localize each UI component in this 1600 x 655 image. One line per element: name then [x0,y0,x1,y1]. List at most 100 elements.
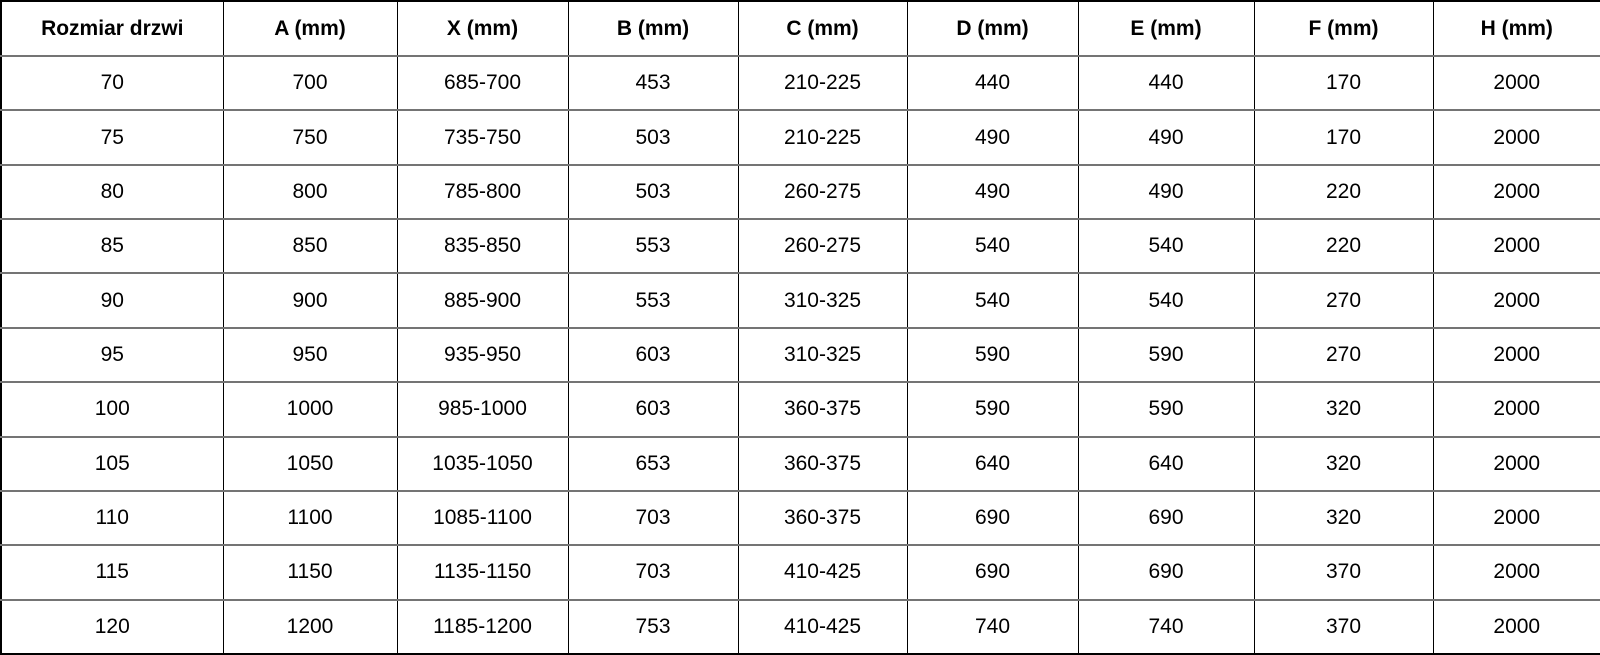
table-cell: 900 [222,272,398,328]
table-cell: 490 [906,109,1079,165]
table-cell: 640 [906,435,1079,491]
table-cell: 703 [567,489,739,546]
table-cell: 1200 [222,598,398,654]
table-cell: 440 [1077,54,1255,111]
table-cell: 1050 [222,435,398,491]
table-row: 70 700 685-700 453 210-225 440 440 170 2000 [0,54,1600,111]
table-cell: 490 [906,163,1079,220]
table-cell: 1185-1200 [396,598,569,654]
table-cell: 700 [222,54,398,111]
table-cell: 1085-1100 [396,489,569,546]
table-cell: 540 [906,272,1079,328]
table-cell: 310-325 [737,272,908,328]
table-cell: 885-900 [396,272,569,328]
table-row: 120 1200 1185-1200 753 410-425 740 740 370 2000 [0,598,1600,654]
table-cell: 835-850 [396,218,569,274]
table-cell: 750 [222,109,398,165]
table-cell: 440 [906,54,1079,111]
table-cell: 170 [1253,109,1434,165]
table-cell: 170 [1253,54,1434,111]
column-header-b: B (mm) [567,1,739,57]
table-row: 75 750 735-750 503 210-225 490 490 170 2000 [0,109,1600,165]
table-cell: 590 [1077,381,1255,437]
table-cell: 553 [567,218,739,274]
table-row: 110 1100 1085-1100 703 360-375 690 690 320 2000 [0,489,1600,546]
table-cell: 603 [567,326,739,383]
table-cell: 80 [0,163,224,220]
table-cell: 690 [1077,489,1255,546]
table-cell: 2000 [1432,272,1600,328]
table-cell: 110 [0,489,224,546]
table-cell: 2000 [1432,218,1600,274]
table-row: 100 1000 985-1000 603 360-375 590 590 320 2000 [0,381,1600,437]
table-cell: 360-375 [737,489,908,546]
table-cell: 490 [1077,163,1255,220]
table-cell: 220 [1253,218,1434,274]
table-cell: 2000 [1432,489,1600,546]
table-cell: 2000 [1432,598,1600,654]
table-cell: 2000 [1432,109,1600,165]
table-cell: 100 [0,381,224,437]
table-cell: 850 [222,218,398,274]
table-cell: 370 [1253,598,1434,654]
table-cell: 503 [567,163,739,220]
column-header-rozmiar-drzwi: Rozmiar drzwi [0,1,224,57]
table-cell: 2000 [1432,54,1600,111]
table-cell: 603 [567,381,739,437]
table-cell: 640 [1077,435,1255,491]
table-cell: 735-750 [396,109,569,165]
table-cell: 210-225 [737,54,908,111]
table-cell: 70 [0,54,224,111]
table-cell: 410-425 [737,544,908,600]
table-cell: 740 [1077,598,1255,654]
table-cell: 950 [222,326,398,383]
column-header-x: X (mm) [396,1,569,57]
table-cell: 1100 [222,489,398,546]
table-cell: 2000 [1432,435,1600,491]
table-cell: 985-1000 [396,381,569,437]
table-cell: 2000 [1432,163,1600,220]
table-cell: 553 [567,272,739,328]
table-cell: 2000 [1432,326,1600,383]
table-cell: 490 [1077,109,1255,165]
table-cell: 270 [1253,272,1434,328]
table-cell: 653 [567,435,739,491]
table-cell: 690 [1077,544,1255,600]
column-header-a: A (mm) [222,1,398,57]
table-cell: 95 [0,326,224,383]
table-cell: 270 [1253,326,1434,383]
table-cell: 1150 [222,544,398,600]
column-header-c: C (mm) [737,1,908,57]
table-cell: 90 [0,272,224,328]
table-row: 105 1050 1035-1050 653 360-375 640 640 320 2000 [0,435,1600,491]
table-cell: 785-800 [396,163,569,220]
table-cell: 320 [1253,435,1434,491]
table-cell: 310-325 [737,326,908,383]
table-cell: 453 [567,54,739,111]
table-cell: 370 [1253,544,1434,600]
table-cell: 410-425 [737,598,908,654]
table-cell: 703 [567,544,739,600]
table-cell: 740 [906,598,1079,654]
table-row: 90 900 885-900 553 310-325 540 540 270 2000 [0,272,1600,328]
table-cell: 1000 [222,381,398,437]
column-header-d: D (mm) [906,1,1079,57]
table-cell: 75 [0,109,224,165]
table-row: 85 850 835-850 553 260-275 540 540 220 2000 [0,218,1600,274]
column-header-f: F (mm) [1253,1,1434,57]
table-cell: 685-700 [396,54,569,111]
table-cell: 2000 [1432,381,1600,437]
table-cell: 1135-1150 [396,544,569,600]
column-header-e: E (mm) [1077,1,1255,57]
table-cell: 260-275 [737,218,908,274]
table-cell: 540 [906,218,1079,274]
table-row: 80 800 785-800 503 260-275 490 490 220 2000 [0,163,1600,220]
table-cell: 85 [0,218,224,274]
table-row: 115 1150 1135-1150 703 410-425 690 690 370 2000 [0,544,1600,600]
table-cell: 220 [1253,163,1434,220]
header-row: Rozmiar drzwi A (mm) X (mm) B (mm) C (mm… [0,1,1600,57]
table-cell: 590 [906,381,1079,437]
table-row: 95 950 935-950 603 310-325 590 590 270 2000 [0,326,1600,383]
table-cell: 753 [567,598,739,654]
table-cell: 2000 [1432,544,1600,600]
